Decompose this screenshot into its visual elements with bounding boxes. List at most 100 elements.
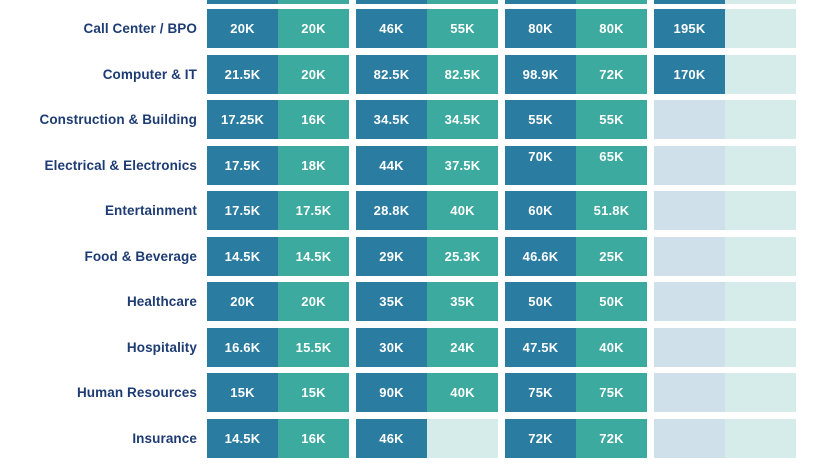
cell-pair-group: 20K 20K bbox=[207, 282, 349, 321]
empty-cell bbox=[654, 191, 725, 230]
salary-cell: 55K bbox=[427, 9, 498, 48]
salary-cell: 30K bbox=[356, 327, 427, 367]
cell-pair-group: 46K 55K bbox=[356, 9, 498, 48]
salary-cell: 55K bbox=[505, 100, 576, 139]
salary-cell bbox=[356, 0, 427, 4]
cell-pair-group: 72K 72K bbox=[505, 418, 647, 458]
salary-cell: 75K bbox=[505, 373, 576, 412]
salary-cell: 40K bbox=[576, 327, 647, 367]
salary-cell bbox=[207, 0, 278, 4]
salary-cell bbox=[427, 0, 498, 4]
salary-cell: 35K bbox=[427, 282, 498, 321]
salary-cell: 72K bbox=[576, 418, 647, 458]
industry-row: Electrical & Electronics 17.5K 18K 44K 37.5K… bbox=[0, 145, 796, 185]
salary-cell: 51.8K bbox=[576, 191, 647, 230]
empty-cell bbox=[725, 236, 796, 276]
salary-cell: 98.9K bbox=[505, 54, 576, 94]
salary-cell: 72K bbox=[576, 54, 647, 94]
industry-row: Call Center / BPO 20K 20K 46K 55K 80K 80K 195K bbox=[0, 9, 796, 48]
salary-cell: 20K bbox=[278, 282, 349, 321]
cell-pair-group bbox=[654, 418, 796, 458]
row-label: Human Resources bbox=[76, 385, 197, 400]
cell-pair-group: 170K bbox=[654, 54, 796, 94]
empty-cell bbox=[654, 418, 725, 458]
empty-cell bbox=[725, 282, 796, 321]
cell-pair-group: 47.5K 40K bbox=[505, 327, 647, 367]
salary-cell: 14.5K bbox=[278, 236, 349, 276]
industry-row: Construction & Building 17.25K 16K 34.5K 34.… bbox=[0, 100, 796, 139]
row-label bbox=[0, 0, 207, 4]
row-label: Call Center / BPO bbox=[83, 21, 197, 36]
empty-cell bbox=[654, 100, 725, 139]
salary-cell: 82.5K bbox=[356, 54, 427, 94]
row-label: Computer & IT bbox=[102, 66, 197, 82]
empty-cell bbox=[654, 236, 725, 276]
industry-row: Hospitality 16.6K 15.5K 30K 24K 47.5K 40K bbox=[0, 327, 796, 367]
cell-pair-group: 44K 37.5K bbox=[356, 145, 498, 185]
cell-pair-group: 46K bbox=[356, 418, 498, 458]
salary-cell bbox=[654, 0, 725, 4]
cell-pair-group: 55K 55K bbox=[505, 100, 647, 139]
industry-row: Food & Beverage 14.5K 14.5K 29K 25.3K 46.6K 25… bbox=[0, 236, 796, 276]
empty-cell bbox=[725, 373, 796, 412]
salary-cell: 72K bbox=[505, 418, 576, 458]
cell-pair-group bbox=[654, 373, 796, 412]
cell-pair-group: 14.5K 16K bbox=[207, 418, 349, 458]
salary-cell bbox=[505, 0, 576, 4]
empty-cell bbox=[427, 418, 498, 458]
salary-cell: 18K bbox=[278, 145, 349, 185]
partial-cutoff-row bbox=[0, 0, 796, 4]
cell-pair-group: 50K 50K bbox=[505, 282, 647, 321]
cell-pair-group: 28.8K 40K bbox=[356, 191, 498, 230]
cell-pair-group: 16.6K 15.5K bbox=[207, 327, 349, 367]
salary-cell: 25K bbox=[576, 236, 647, 276]
empty-cell bbox=[725, 418, 796, 458]
salary-cell: 20K bbox=[207, 282, 278, 321]
salary-cell: 34.5K bbox=[356, 100, 427, 139]
salary-cell bbox=[278, 0, 349, 4]
cell-pair-group bbox=[654, 191, 796, 230]
row-label: Electrical & Electronics bbox=[44, 157, 197, 173]
empty-cell bbox=[725, 0, 796, 4]
cell-pair-group: 60K 51.8K bbox=[505, 191, 647, 230]
salary-cell: 46K bbox=[356, 9, 427, 48]
salary-cell: 17.5K bbox=[278, 191, 349, 230]
row-label: Healthcare bbox=[126, 294, 197, 309]
cell-pair-group bbox=[654, 282, 796, 321]
salary-cell: 47.5K bbox=[505, 327, 576, 367]
cell-pair-group: 17.5K 18K bbox=[207, 145, 349, 185]
salary-cell: 17.5K bbox=[207, 191, 278, 230]
empty-cell bbox=[725, 327, 796, 367]
salary-cell: 34.5K bbox=[427, 100, 498, 139]
cell-pair-group: 17.25K 16K bbox=[207, 100, 349, 139]
salary-cell: 80K bbox=[576, 9, 647, 48]
salary-cell: 16.6K bbox=[207, 327, 278, 367]
industry-row: Healthcare 20K 20K 35K 35K 50K 50K bbox=[0, 282, 796, 321]
cell-pair-group: 34.5K 34.5K bbox=[356, 100, 498, 139]
row-label: Construction & Building bbox=[39, 112, 197, 127]
cell-pair-group: 195K bbox=[654, 9, 796, 48]
cell-pair-group: 70K 65K bbox=[505, 145, 647, 185]
cell-pair-group bbox=[207, 0, 349, 4]
salary-cell: 25.3K bbox=[427, 236, 498, 276]
salary-cell: 35K bbox=[356, 282, 427, 321]
salary-cell: 46K bbox=[356, 418, 427, 458]
salary-cell: 15.5K bbox=[278, 327, 349, 367]
row-label: Hospitality bbox=[126, 339, 197, 355]
salary-cell: 50K bbox=[505, 282, 576, 321]
cell-pair-group: 17.5K 17.5K bbox=[207, 191, 349, 230]
cell-pair-group: 30K 24K bbox=[356, 327, 498, 367]
empty-cell bbox=[725, 100, 796, 139]
cell-pair-group: 35K 35K bbox=[356, 282, 498, 321]
salary-cell: 15K bbox=[207, 373, 278, 412]
salary-cell: 195K bbox=[654, 9, 725, 48]
salary-cell: 20K bbox=[278, 54, 349, 94]
salary-cell: 46.6K bbox=[505, 236, 576, 276]
salary-cell bbox=[576, 0, 647, 4]
empty-cell bbox=[654, 373, 725, 412]
row-label: Food & Beverage bbox=[84, 248, 197, 264]
salary-cell: 20K bbox=[278, 9, 349, 48]
salary-cell: 14.5K bbox=[207, 418, 278, 458]
salary-cell: 60K bbox=[505, 191, 576, 230]
